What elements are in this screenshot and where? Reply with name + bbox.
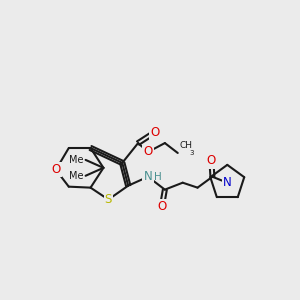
Text: H: H [154,172,162,182]
Text: O: O [143,146,153,158]
Text: Me: Me [69,171,84,181]
Text: Me: Me [69,155,84,165]
Text: S: S [105,193,112,206]
Text: 3: 3 [190,150,194,156]
Text: O: O [51,163,61,176]
Text: N: N [144,170,152,183]
Text: O: O [157,200,167,213]
Text: N: N [223,176,232,189]
Text: O: O [207,154,216,167]
Text: O: O [150,126,160,139]
Text: CH: CH [180,141,193,150]
